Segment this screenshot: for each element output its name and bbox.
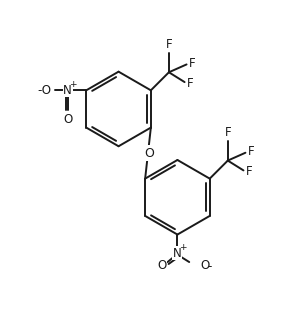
Text: N: N xyxy=(63,84,72,97)
Text: O: O xyxy=(200,259,209,273)
Text: N: N xyxy=(173,247,182,260)
Text: F: F xyxy=(245,165,252,178)
Text: +: + xyxy=(178,243,186,252)
Text: F: F xyxy=(224,126,231,139)
Text: +: + xyxy=(69,80,76,89)
Text: -: - xyxy=(208,260,212,273)
Text: F: F xyxy=(186,77,193,90)
Text: O: O xyxy=(144,147,154,160)
Text: O: O xyxy=(157,259,166,273)
Text: F: F xyxy=(165,38,172,51)
Text: F: F xyxy=(189,57,195,70)
Text: -O: -O xyxy=(37,84,51,97)
Text: O: O xyxy=(63,113,72,126)
Text: F: F xyxy=(247,145,254,158)
